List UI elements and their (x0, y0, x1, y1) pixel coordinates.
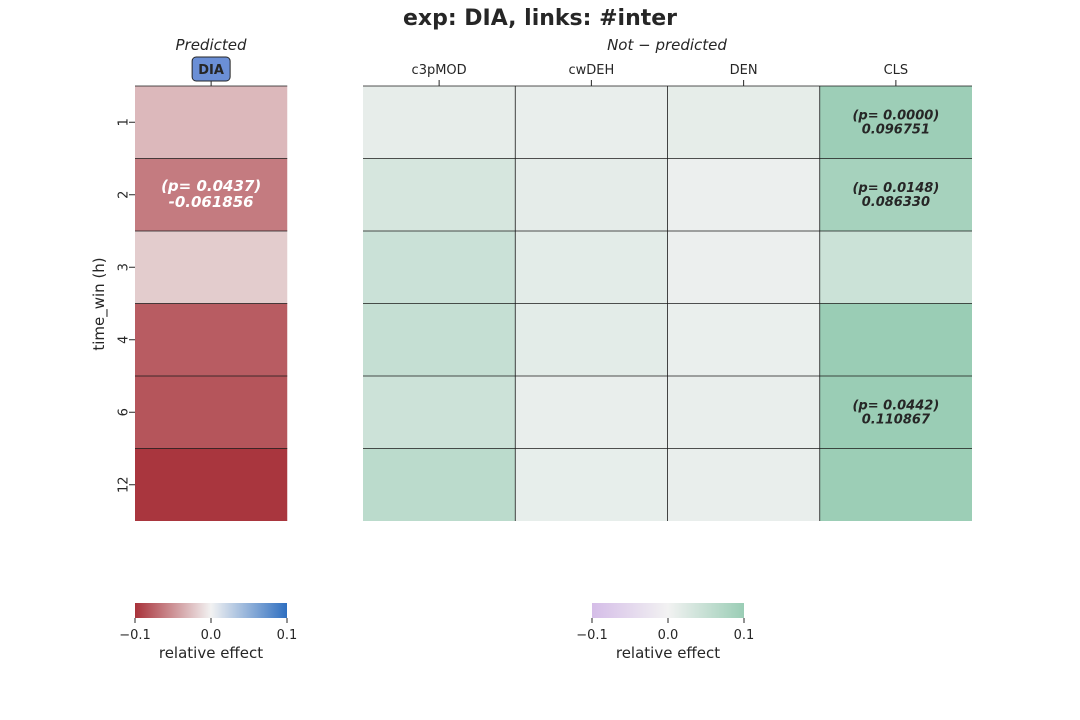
left-heatmap-cell (135, 231, 288, 304)
row-tick-label: 2 (117, 191, 132, 199)
left-colorbar-gradient (135, 603, 287, 618)
right-heatmap-cell (515, 231, 668, 304)
row-tick-label: 3 (117, 263, 132, 271)
right-heatmap-cell (667, 448, 820, 521)
column-tick-label: DEN (730, 63, 758, 78)
column-tick-label: DIA (198, 63, 224, 78)
right-heatmap-cell (515, 303, 668, 376)
cell-annotation-value: -0.061856 (169, 193, 254, 211)
cell-annotation-pvalue: (p= 0.0000) (852, 108, 939, 123)
right-heatmap-cell (819, 376, 972, 449)
right-colorbar-label: relative effect (616, 644, 720, 662)
left-subtitle: Predicted (175, 36, 246, 54)
right-heatmap-cell (515, 86, 668, 159)
right-colorbar-gradient (592, 603, 744, 618)
right-heatmap-cell (819, 86, 972, 159)
row-tick-label: 6 (117, 408, 132, 416)
left-heatmap-cell (135, 376, 288, 449)
right-heatmap-cell (667, 86, 820, 159)
left-heatmap-cell (135, 158, 288, 231)
left-colorbar-label: relative effect (159, 644, 263, 662)
right-heatmap-cell (667, 158, 820, 231)
left-colorbar-tick-label: −0.1 (119, 628, 151, 643)
right-subtitle: Not − predicted (607, 36, 727, 54)
right-heatmap-cell (819, 303, 972, 376)
right-heatmap-cell (363, 86, 516, 159)
row-tick-label: 12 (117, 476, 132, 493)
cell-annotation-pvalue: (p= 0.0442) (852, 398, 939, 413)
row-tick-label: 4 (117, 336, 132, 344)
left-heatmap-cell (135, 303, 288, 376)
left-colorbar-tick-label: 0.0 (201, 628, 222, 643)
cell-annotation-value: 0.096751 (862, 122, 930, 137)
figure-title: exp: DIA, links: #inter (403, 6, 677, 31)
right-heatmap-cell (819, 158, 972, 231)
left-heatmap-cell (135, 86, 288, 159)
right-colorbar-tick-label: 0.1 (734, 628, 755, 643)
right-heatmap-cell (363, 158, 516, 231)
right-colorbar-tick-label: −0.1 (576, 628, 608, 643)
right-heatmap-cell (819, 231, 972, 304)
column-tick-label: cwDEH (568, 63, 614, 78)
right-heatmap-cell (515, 448, 668, 521)
column-tick-label: c3pMOD (412, 63, 467, 78)
predicted-column-badge (191, 56, 231, 82)
column-tick-label: CLS (884, 63, 909, 78)
left-colorbar: −0.1 0.0 0.1 relative effect (119, 603, 297, 662)
right-heatmap-cell (667, 376, 820, 449)
right-heatmap-cell (363, 376, 516, 449)
right-colorbar: −0.1 0.0 0.1 relative effect (576, 603, 754, 662)
cell-annotation-value: 0.086330 (862, 195, 930, 210)
y-axis-label: time_win (h) (90, 257, 109, 350)
right-heatmap-cell (515, 158, 668, 231)
right-heatmap-cell (667, 303, 820, 376)
cell-annotation-pvalue: (p= 0.0148) (852, 181, 939, 196)
left-colorbar-tick-label: 0.1 (277, 628, 298, 643)
right-heatmap-cell (363, 448, 516, 521)
right-heatmap: c3pMOD cwDEH DEN CLS (p= 0.0000)0.096751 (p= … (363, 63, 972, 521)
right-heatmap-cell (515, 376, 668, 449)
right-heatmap-cell (363, 231, 516, 304)
right-colorbar-tick-label: 0.0 (658, 628, 679, 643)
right-heatmap-cell (363, 303, 516, 376)
right-heatmap-cell (667, 231, 820, 304)
left-heatmap-cell (135, 448, 288, 521)
row-tick-label: 1 (117, 118, 132, 126)
cell-annotation-pvalue: (p= 0.0437) (161, 177, 261, 195)
cell-annotation-value: 0.110867 (862, 412, 931, 427)
right-heatmap-cell (819, 448, 972, 521)
